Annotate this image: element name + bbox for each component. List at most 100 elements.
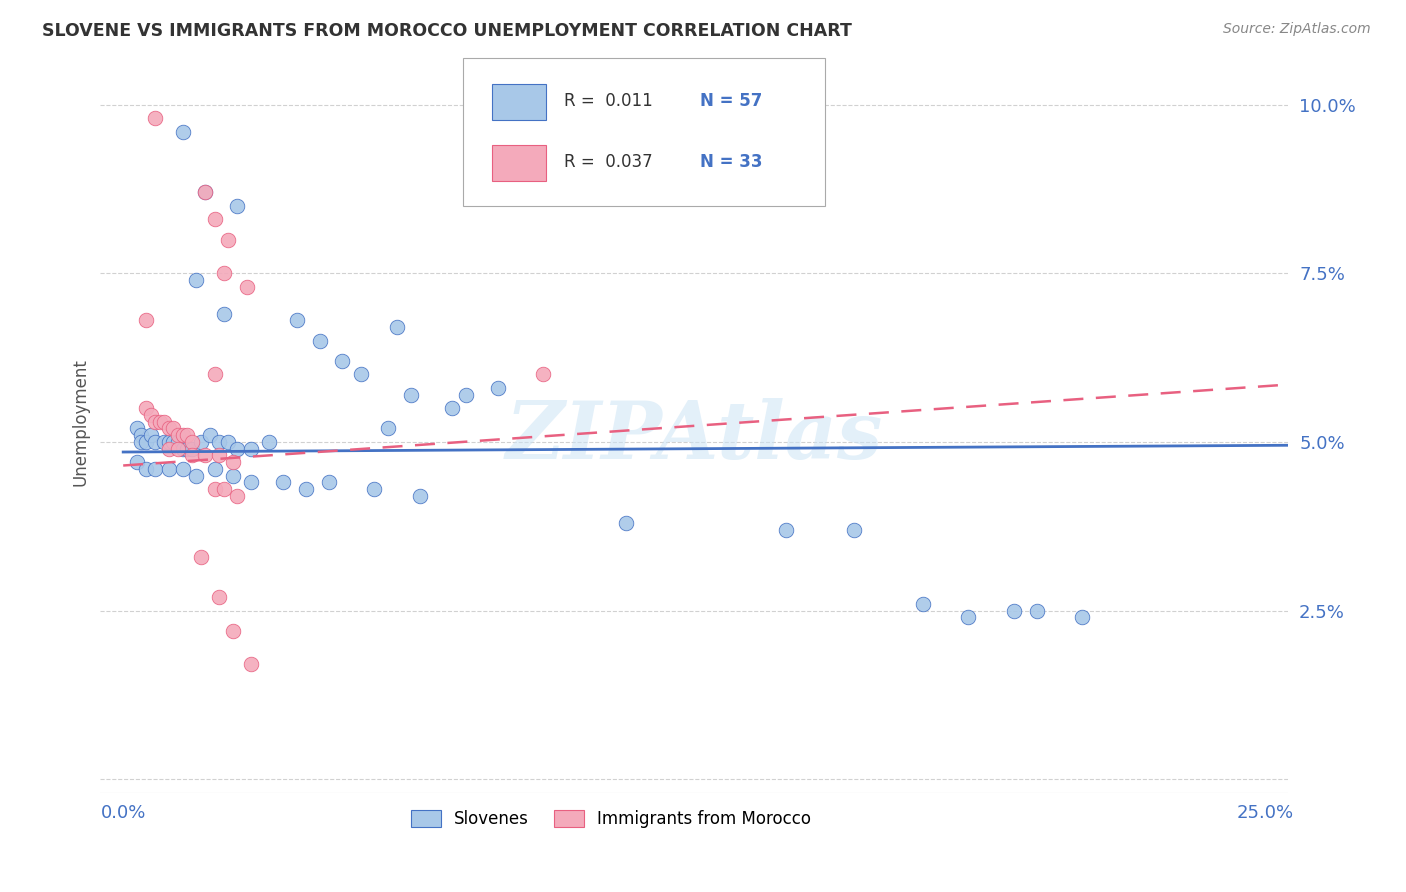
Point: [157, 462, 180, 476]
Point: [162, 434, 184, 449]
Point: [143, 111, 166, 125]
Legend: Slovenes, Immigrants from Morocco: Slovenes, Immigrants from Morocco: [402, 801, 820, 837]
Point: [172, 442, 194, 456]
Point: [350, 368, 373, 382]
Point: [226, 489, 249, 503]
Point: [486, 381, 509, 395]
Point: [1071, 610, 1094, 624]
Point: [135, 313, 157, 327]
Point: [226, 199, 249, 213]
Point: [240, 657, 263, 672]
Point: [153, 415, 176, 429]
Point: [125, 455, 148, 469]
Point: [157, 442, 180, 456]
Point: [167, 434, 190, 449]
Point: [1002, 603, 1025, 617]
Point: [212, 266, 235, 280]
Point: [135, 434, 157, 449]
Point: [139, 408, 162, 422]
Point: [176, 428, 198, 442]
Y-axis label: Unemployment: Unemployment: [72, 358, 89, 485]
Point: [180, 434, 202, 449]
Point: [240, 442, 263, 456]
Point: [318, 475, 340, 490]
Point: [387, 320, 409, 334]
Point: [308, 334, 330, 348]
Text: R =  0.037: R = 0.037: [564, 153, 652, 171]
Point: [167, 428, 190, 442]
Text: N = 33: N = 33: [700, 153, 762, 171]
Text: SLOVENE VS IMMIGRANTS FROM MOROCCO UNEMPLOYMENT CORRELATION CHART: SLOVENE VS IMMIGRANTS FROM MOROCCO UNEMP…: [42, 22, 852, 40]
Point: [190, 434, 212, 449]
Point: [217, 233, 239, 247]
Point: [533, 368, 555, 382]
Point: [222, 455, 245, 469]
Point: [162, 421, 184, 435]
FancyBboxPatch shape: [492, 145, 546, 180]
FancyBboxPatch shape: [463, 58, 825, 206]
Point: [180, 449, 202, 463]
Point: [911, 597, 934, 611]
Point: [208, 590, 231, 604]
Point: [217, 434, 239, 449]
Point: [172, 428, 194, 442]
Point: [295, 482, 318, 496]
Point: [208, 449, 231, 463]
Point: [332, 354, 354, 368]
Point: [194, 186, 217, 200]
Text: R =  0.011: R = 0.011: [564, 92, 652, 110]
Point: [363, 482, 385, 496]
Point: [167, 442, 190, 456]
Point: [957, 610, 980, 624]
Point: [198, 428, 221, 442]
Point: [143, 462, 166, 476]
Text: N = 57: N = 57: [700, 92, 762, 110]
Point: [208, 434, 231, 449]
Point: [204, 368, 226, 382]
Point: [259, 434, 281, 449]
Point: [176, 442, 198, 456]
Point: [222, 468, 245, 483]
Text: ZIPAtlas: ZIPAtlas: [506, 398, 883, 475]
Point: [204, 212, 226, 227]
Point: [186, 468, 208, 483]
Point: [180, 442, 202, 456]
Point: [172, 462, 194, 476]
Point: [135, 401, 157, 416]
Point: [775, 523, 797, 537]
Point: [194, 186, 217, 200]
FancyBboxPatch shape: [492, 84, 546, 120]
Point: [226, 442, 249, 456]
Point: [172, 125, 194, 139]
Point: [614, 516, 637, 530]
Point: [377, 421, 399, 435]
Point: [143, 434, 166, 449]
Point: [204, 482, 226, 496]
Text: Source: ZipAtlas.com: Source: ZipAtlas.com: [1223, 22, 1371, 37]
Point: [153, 434, 176, 449]
Point: [157, 421, 180, 435]
Point: [212, 482, 235, 496]
Point: [204, 462, 226, 476]
Point: [149, 415, 172, 429]
Point: [240, 475, 263, 490]
Point: [212, 307, 235, 321]
Point: [1025, 603, 1047, 617]
Point: [157, 434, 180, 449]
Point: [235, 279, 257, 293]
Point: [409, 489, 432, 503]
Point: [222, 624, 245, 638]
Point: [190, 549, 212, 564]
Point: [454, 387, 477, 401]
Point: [842, 523, 865, 537]
Point: [131, 428, 153, 442]
Point: [271, 475, 294, 490]
Point: [139, 428, 162, 442]
Point: [131, 434, 153, 449]
Point: [194, 449, 217, 463]
Point: [441, 401, 464, 416]
Point: [186, 273, 208, 287]
Point: [285, 313, 308, 327]
Point: [143, 415, 166, 429]
Point: [135, 462, 157, 476]
